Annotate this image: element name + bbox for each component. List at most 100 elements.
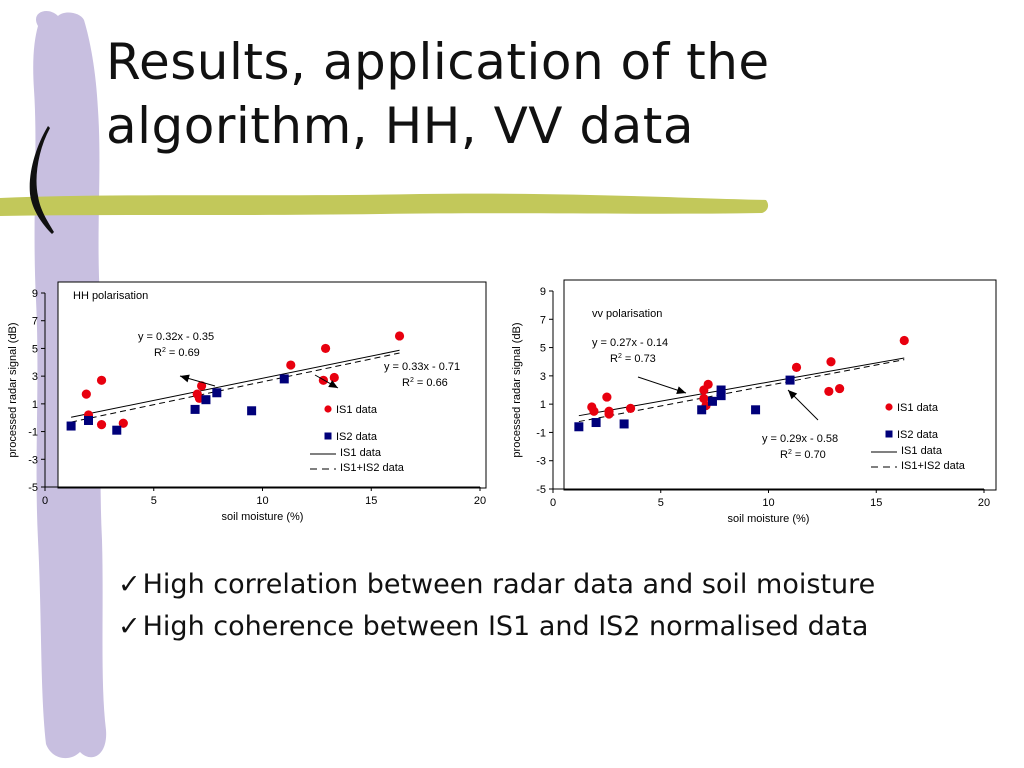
- vv-is2-point: [751, 405, 761, 415]
- vv-is1-point: [826, 357, 836, 367]
- hh-x-axis-label: soil moisture (%): [222, 511, 304, 523]
- hh-legend-is2-label: IS2 data: [336, 431, 378, 443]
- hh-polarisation-chart: -5 -3 -1 1 3 5 7 9 0 5 10 15 20 soil moisture (%) proc…: [0, 272, 500, 532]
- hh-legend-fit-is1-label: IS1 data: [340, 447, 382, 459]
- hh-legend-is1-marker: [324, 405, 332, 413]
- vv-y-axis-label: processed radar signal (dB): [511, 322, 523, 457]
- hh-is1-point: [81, 389, 91, 399]
- hh-fit-r2: R2 = 0.69: [154, 347, 200, 359]
- vv-is1-point: [604, 409, 614, 419]
- hh-y-tick-label: 9: [32, 288, 38, 300]
- hh-x-tick-label: 20: [474, 495, 486, 507]
- bullet-text-correlation: High correlation between radar data and …: [142, 569, 876, 600]
- vv-legend-is2-marker: [885, 430, 893, 438]
- vv-annotation-arrow-head: [676, 386, 686, 394]
- vv-y-tick-label: 5: [540, 343, 546, 355]
- vv-is1-point: [602, 392, 612, 402]
- hh-is2-point: [84, 415, 93, 425]
- vv-legend-fit-is1-label: IS1 data: [901, 445, 943, 457]
- hh-fit-line-is1: [71, 349, 400, 418]
- vv-is2-point: [716, 385, 726, 395]
- vv-is2-point: [785, 375, 795, 385]
- hh-y-tick-label: -3: [28, 454, 38, 466]
- hh-chart-svg: -5 -3 -1 1 3 5 7 9 0 5 10 15 20 soil moisture (%) proc…: [7, 281, 487, 523]
- hh-fit-line-combined: [70, 352, 400, 423]
- vv-y-tick-label: -5: [536, 484, 546, 496]
- vv-is2-point: [697, 405, 707, 415]
- hh-y-tick-label: -1: [28, 427, 38, 439]
- bullet-item-coherence: ✓High coherence between IS1 and IS2 norm…: [118, 606, 875, 648]
- vv-chart-svg: -5 -3 -1 1 3 5 7 9 0 5 10 15 20 soil moisture (%) proc…: [511, 279, 997, 525]
- hh-y-tick-label: 1: [32, 399, 38, 411]
- vv-is2-point: [707, 396, 717, 406]
- hh-x-tick-label: 0: [42, 495, 48, 507]
- vv-annotation-arrow-head: [788, 390, 798, 400]
- vv-is1-point: [791, 362, 802, 372]
- hh-is1-point: [96, 420, 107, 430]
- hh-is2-point: [66, 421, 76, 431]
- vv-is1-point: [824, 386, 834, 397]
- vv-plot-title: vv polarisation: [592, 308, 662, 320]
- hh-fit-equation: y = 0.32x - 0.35: [138, 331, 214, 343]
- slide-title: Results, application of the algorithm, H…: [106, 30, 1006, 158]
- vv-y-tick-label: 9: [540, 286, 546, 298]
- vv-is1-point: [625, 403, 636, 413]
- hh-is1-point: [320, 343, 331, 354]
- vv-fit-r2: R2 = 0.73: [610, 353, 656, 365]
- check-icon: ✓: [118, 611, 141, 642]
- vv-y-tick-label: -1: [536, 427, 546, 439]
- hh-fit-r2: R2 = 0.66: [402, 377, 448, 389]
- hh-is1-point: [394, 331, 405, 341]
- hh-y-tick-label: 3: [32, 371, 38, 383]
- vv-is2-point: [574, 422, 584, 432]
- hh-frame: [57, 281, 487, 489]
- bullet-text-coherence: High coherence between IS1 and IS2 norma…: [142, 611, 869, 642]
- slide-title-line2: algorithm, HH, VV data: [106, 97, 695, 155]
- vv-is1-point: [589, 406, 599, 416]
- vv-is2-point: [716, 391, 726, 401]
- hh-is2-point: [112, 425, 122, 435]
- vv-fit-equation: y = 0.29x - 0.58: [762, 433, 838, 445]
- hh-annotation-arrow-head: [180, 374, 190, 383]
- vv-fit-equation: y = 0.27x - 0.14: [592, 337, 668, 349]
- vv-legend-is1-label: IS1 data: [897, 402, 939, 414]
- vv-is1-point: [703, 379, 713, 389]
- vv-is2-point: [591, 418, 601, 428]
- vv-x-axis-label: soil moisture (%): [728, 513, 810, 525]
- hh-fit-equation: y = 0.33x - 0.71: [384, 361, 460, 373]
- vv-frame: [563, 279, 997, 491]
- hh-legend-fit-combined-label: IS1+IS2 data: [340, 462, 405, 474]
- vv-is2-point: [619, 419, 629, 429]
- hh-legend-is1-label: IS1 data: [336, 404, 378, 416]
- hh-y-tick-label: -5: [28, 482, 38, 494]
- vv-is1-point: [899, 335, 909, 346]
- hh-y-axis-label: processed radar signal (dB): [7, 322, 19, 457]
- slide-title-line1: Results, application of the: [106, 33, 770, 91]
- vv-legend-is2-label: IS2 data: [897, 429, 939, 441]
- hh-annotation-arrow-head: [328, 380, 338, 388]
- hh-is2-point: [279, 374, 289, 384]
- vv-x-tick-label: 5: [658, 497, 664, 509]
- bullet-item-correlation: ✓High correlation between radar data and…: [118, 564, 875, 606]
- hh-is2-point: [212, 388, 222, 398]
- vv-y-tick-label: 7: [540, 314, 546, 326]
- vv-y-tick-label: 3: [540, 371, 546, 383]
- hh-y-tick-label: 7: [32, 316, 38, 328]
- hh-legend-is2-marker: [324, 432, 332, 440]
- hh-is1-point: [96, 375, 107, 385]
- hh-x-tick-label: 5: [151, 495, 157, 507]
- vv-x-tick-label: 20: [978, 497, 990, 509]
- vv-is1-point: [699, 393, 709, 404]
- hh-is2-point: [190, 404, 200, 414]
- hh-is1-point: [286, 360, 296, 370]
- vv-y-tick-label: -3: [536, 456, 546, 468]
- vv-legend-is1-marker: [885, 403, 893, 411]
- vv-fit-r2: R2 = 0.70: [780, 449, 826, 461]
- bracket-decoration: [29, 126, 54, 234]
- hh-x-tick-label: 15: [365, 495, 377, 507]
- vv-is1-point: [835, 383, 845, 394]
- check-icon: ✓: [118, 569, 141, 600]
- horizontal-bar-decoration: [0, 193, 769, 216]
- hh-is1-point: [329, 372, 339, 383]
- vv-x-tick-label: 0: [550, 497, 556, 509]
